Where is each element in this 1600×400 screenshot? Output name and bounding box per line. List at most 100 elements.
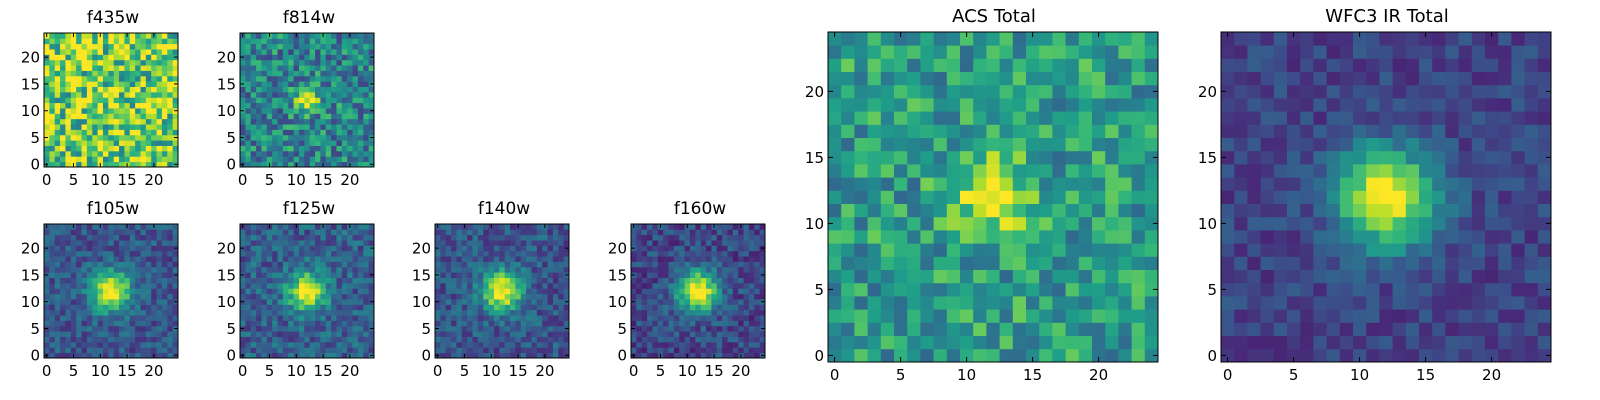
heatmap-cell — [1221, 269, 1235, 284]
heatmap-cell — [161, 75, 168, 82]
heatmap-cell — [282, 59, 289, 66]
heatmap-cell — [76, 102, 82, 109]
heatmap-cell — [472, 261, 479, 268]
heatmap-cell — [357, 224, 364, 230]
heatmap-cell — [261, 272, 268, 278]
heatmap-cell — [325, 150, 332, 157]
heatmap-cell — [1234, 230, 1248, 244]
heatmap-cell — [716, 224, 723, 230]
heatmap-cell — [563, 282, 570, 289]
panel-title: f160w — [673, 199, 727, 219]
heatmap-cell — [240, 124, 246, 130]
heatmap-cell — [92, 161, 98, 168]
heatmap-cell — [1092, 124, 1106, 138]
heatmap-cell — [520, 240, 527, 246]
heatmap-cell — [119, 43, 125, 50]
heatmap-cell — [347, 81, 353, 87]
heatmap-cell — [352, 261, 359, 268]
heatmap-cell — [472, 288, 479, 295]
heatmap-cell — [695, 277, 702, 284]
heatmap-cell — [986, 322, 1000, 336]
heatmap-cell — [1026, 124, 1040, 138]
heatmap-cell — [867, 164, 882, 178]
heatmap-cell — [124, 293, 131, 300]
heatmap-cell — [145, 347, 152, 354]
heatmap-cell — [689, 336, 696, 343]
heatmap-cell — [86, 266, 93, 273]
heatmap-cell — [245, 54, 252, 61]
heatmap-cell — [282, 97, 289, 104]
heatmap-cell — [841, 309, 855, 323]
heatmap-cell — [108, 234, 115, 241]
heatmap-cell — [49, 33, 56, 39]
heatmap-cell — [711, 347, 718, 354]
heatmap-cell — [854, 282, 868, 297]
heatmap-cell — [245, 240, 252, 246]
heatmap-cell — [288, 320, 294, 327]
heatmap-cell — [1300, 177, 1314, 191]
heatmap-cell — [298, 293, 305, 300]
heatmap-cell — [499, 240, 506, 246]
heatmap-cell — [240, 75, 246, 82]
heatmap-cell — [854, 137, 868, 152]
heatmap-cell — [493, 304, 500, 311]
heatmap-cell — [60, 86, 66, 93]
heatmap-cell — [1247, 296, 1261, 310]
heatmap-cell — [65, 38, 72, 45]
heatmap-cell — [542, 250, 548, 257]
heatmap-cell — [129, 320, 136, 327]
heatmap-cell — [320, 65, 327, 71]
heatmap-cell — [368, 33, 375, 39]
heatmap-cell — [1012, 243, 1027, 257]
heatmap-cell — [748, 261, 755, 268]
panel-title: f125w — [282, 199, 336, 219]
heatmap-cell — [341, 54, 348, 61]
heatmap-cell — [250, 341, 257, 348]
heatmap-cell — [304, 86, 311, 93]
heatmap-cell — [520, 299, 527, 305]
heatmap-cell — [293, 59, 300, 66]
heatmap-cell — [1234, 256, 1248, 270]
heatmap-cell — [151, 129, 157, 136]
heatmap-cell — [151, 118, 157, 125]
heatmap-cell — [108, 59, 115, 66]
heatmap-cell — [293, 282, 300, 289]
heatmap-cell — [129, 124, 136, 130]
heatmap-cell — [1419, 269, 1433, 284]
heatmap-cell — [250, 140, 257, 146]
heatmap-cell — [76, 309, 82, 316]
heatmap-cell — [461, 229, 468, 236]
heatmap-cell — [1273, 348, 1288, 363]
heatmap-cell — [1221, 190, 1235, 204]
heatmap-cell — [515, 266, 522, 273]
heatmap-cell — [240, 250, 246, 257]
heatmap-cell — [657, 347, 664, 354]
heatmap-cell — [65, 245, 72, 252]
heatmap-cell — [647, 309, 653, 316]
heatmap-cell — [738, 288, 744, 295]
heatmap-cell — [1065, 216, 1080, 231]
heatmap-cell — [1524, 256, 1539, 270]
heatmap-cell — [60, 336, 66, 343]
heatmap-cell — [986, 269, 1000, 284]
y-tick-label: 20 — [412, 240, 431, 258]
heatmap-cell — [140, 102, 147, 109]
heatmap-cell — [320, 140, 327, 146]
heatmap-cell — [288, 33, 294, 39]
heatmap-cell — [1131, 335, 1146, 350]
heatmap-cell — [743, 277, 750, 284]
heatmap-cell — [124, 288, 131, 295]
heatmap-cell — [722, 266, 728, 273]
heatmap-cell — [331, 124, 337, 130]
heatmap-cell — [309, 256, 316, 262]
heatmap-cell — [315, 150, 321, 157]
heatmap-cell — [510, 261, 516, 268]
heatmap-cell — [1247, 348, 1261, 363]
heatmap-cell — [1039, 111, 1053, 125]
heatmap-cell — [743, 224, 750, 230]
heatmap-cell — [461, 309, 468, 316]
heatmap-cell — [129, 156, 136, 163]
heatmap-cell — [145, 145, 152, 152]
heatmap-cell — [44, 261, 50, 268]
heatmap-cell — [727, 277, 734, 284]
